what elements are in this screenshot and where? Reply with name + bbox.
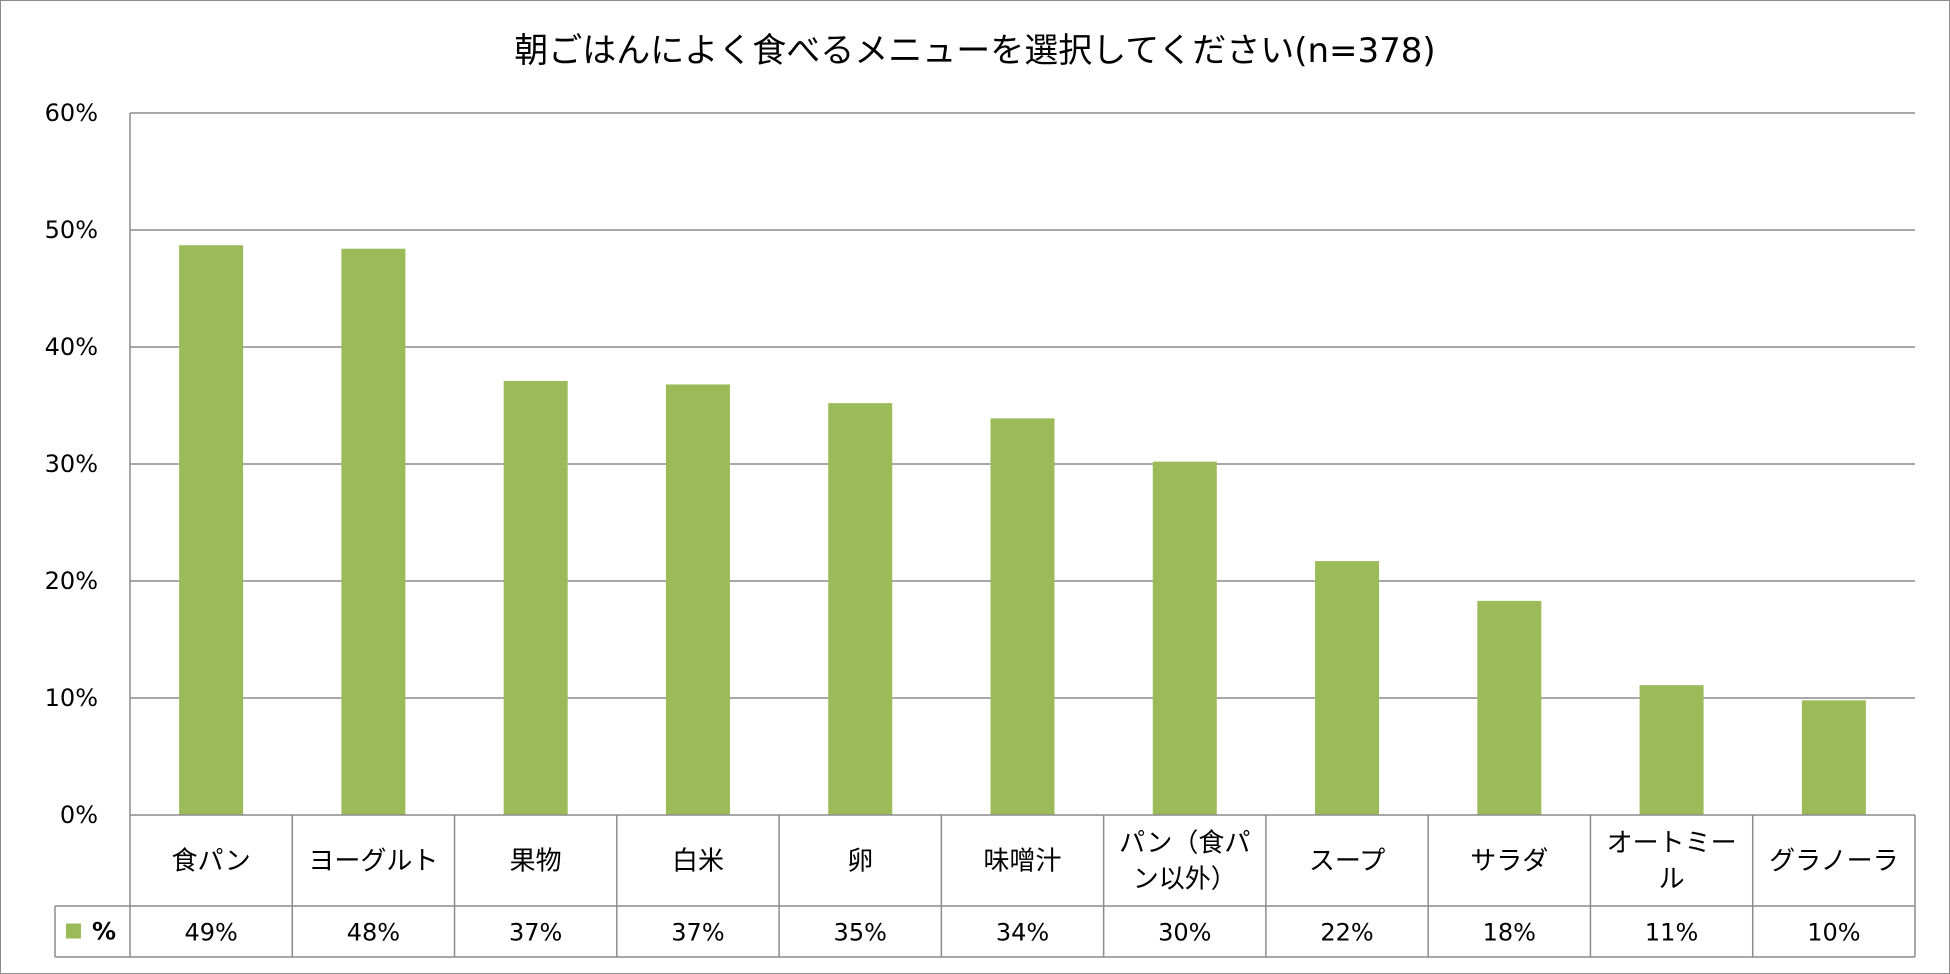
- gridlines: [129, 112, 1915, 957]
- category-label: 白米: [672, 847, 724, 877]
- category-label-line: 味噌汁: [983, 847, 1061, 877]
- category-label-line: 食パン: [171, 847, 250, 877]
- y-tick-label: 60%: [45, 99, 98, 127]
- data-label: 37%: [509, 919, 562, 947]
- bar: [828, 403, 893, 815]
- bar: [1477, 600, 1542, 815]
- category-label: 卵: [847, 847, 873, 877]
- y-tick-label: 0%: [60, 801, 98, 829]
- category-label: オートミール: [1607, 829, 1737, 895]
- data-label: 22%: [1320, 919, 1373, 947]
- data-label: 49%: [184, 919, 237, 947]
- bar: [665, 384, 730, 815]
- category-label-line: サラダ: [1470, 847, 1548, 877]
- data-label: 35%: [834, 919, 887, 947]
- y-tick-label: 50%: [45, 216, 98, 244]
- category-label: サラダ: [1470, 847, 1548, 877]
- data-label: 18%: [1483, 919, 1536, 947]
- category-label-line: 卵: [847, 847, 873, 877]
- data-label: 30%: [1158, 919, 1211, 947]
- category-label-line: ン以外）: [1133, 865, 1237, 895]
- data-table: 食パン ヨーグルト 果物 白米 卵 味噌汁 パン（食パン以外） スープ サラダ オートミール グラノ…: [54, 814, 1916, 958]
- category-label-line: パン（食パ: [1119, 829, 1250, 859]
- category-label: パン（食パン以外）: [1119, 829, 1250, 895]
- bar: [1152, 461, 1217, 815]
- data-label: 37%: [671, 919, 724, 947]
- bar: [341, 248, 406, 816]
- bar: [990, 418, 1055, 815]
- bar: [1315, 561, 1380, 815]
- bar: [503, 380, 568, 815]
- category-label-line: オートミー: [1607, 829, 1737, 859]
- category-label: スープ: [1309, 847, 1385, 877]
- category-label: ヨーグルト: [308, 847, 438, 877]
- category-label: 果物: [510, 847, 562, 877]
- data-label: 10%: [1807, 919, 1860, 947]
- chart-title: 朝ごはんによく食べるメニューを選択してください(n=378): [514, 31, 1435, 71]
- category-label-line: スープ: [1309, 847, 1385, 877]
- category-label-line: 果物: [510, 847, 562, 877]
- category-label-line: グラノーラ: [1769, 847, 1898, 877]
- bar: [1639, 685, 1704, 815]
- data-label: 11%: [1645, 919, 1698, 947]
- legend-swatch: [66, 923, 81, 939]
- category-label-line: ル: [1659, 865, 1685, 895]
- legend-label: %: [92, 918, 116, 946]
- data-label: 34%: [996, 919, 1049, 947]
- data-label: 48%: [347, 919, 400, 947]
- y-tick-label: 20%: [45, 567, 98, 595]
- category-label-line: 白米: [672, 847, 724, 877]
- category-label: グラノーラ: [1769, 847, 1898, 877]
- category-label-line: ヨーグルト: [308, 847, 438, 877]
- y-tick-label: 10%: [45, 684, 98, 712]
- bar: [179, 245, 244, 815]
- bars: [179, 245, 1866, 816]
- category-label: 食パン: [171, 847, 250, 877]
- y-axis-ticks: 0% 10% 20% 30% 40% 50% 60%: [45, 99, 98, 829]
- category-label: 味噌汁: [983, 847, 1061, 877]
- y-tick-label: 30%: [45, 450, 98, 478]
- bar: [1801, 700, 1866, 815]
- y-tick-label: 40%: [45, 333, 98, 361]
